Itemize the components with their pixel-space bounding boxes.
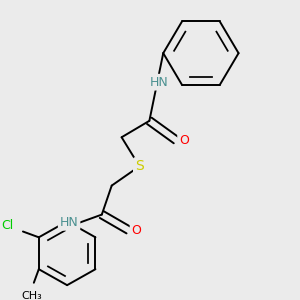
Text: CH₃: CH₃ xyxy=(22,291,42,300)
Text: HN: HN xyxy=(60,216,79,229)
Text: HN: HN xyxy=(150,76,169,89)
Text: O: O xyxy=(131,224,141,237)
Text: S: S xyxy=(135,159,144,173)
Text: Cl: Cl xyxy=(1,219,13,232)
Text: O: O xyxy=(179,134,189,147)
